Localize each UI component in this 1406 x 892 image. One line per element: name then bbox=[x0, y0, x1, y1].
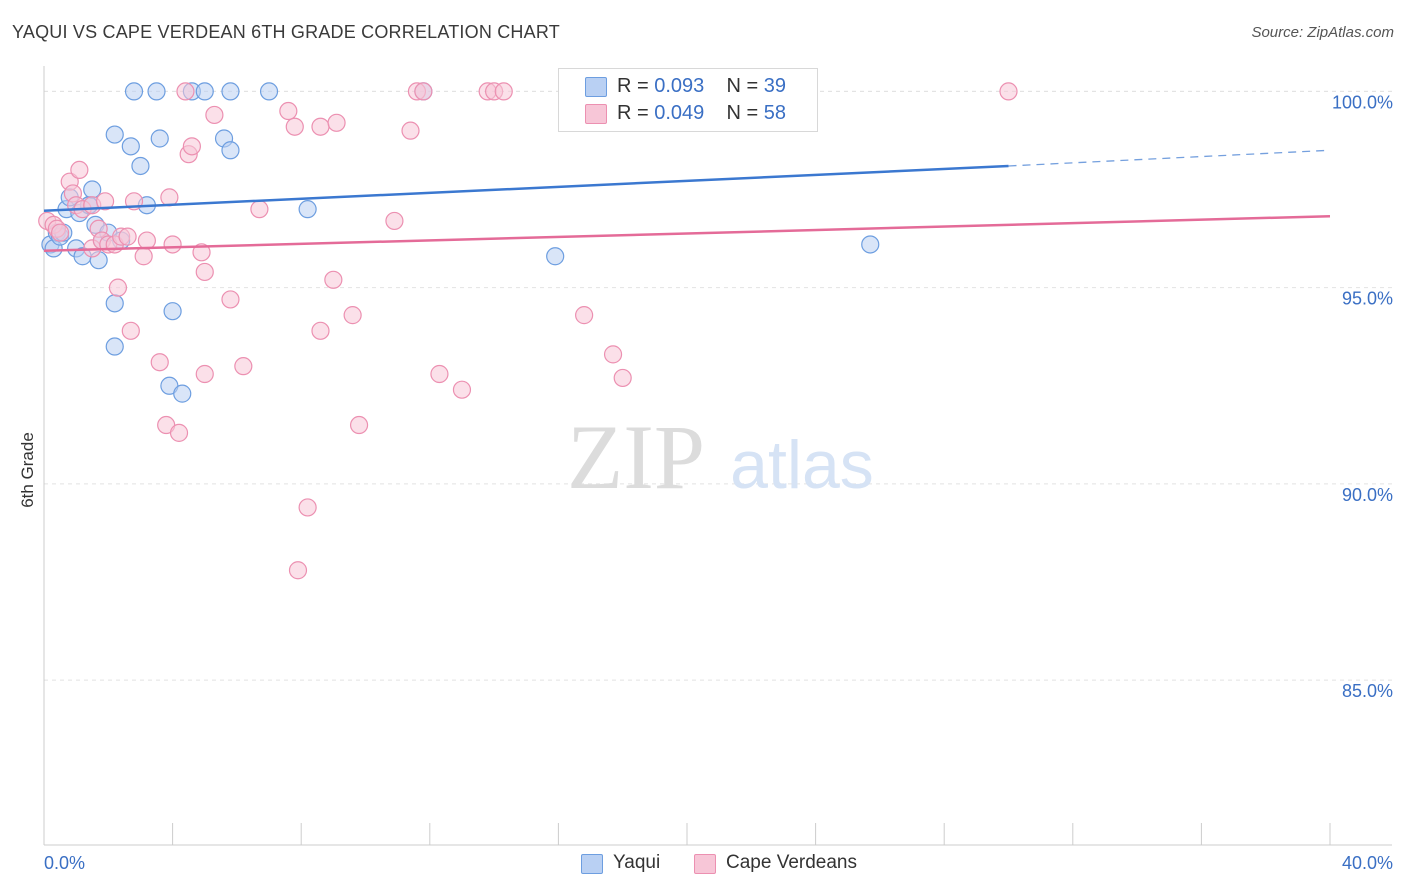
cape-verdean-point bbox=[234, 357, 253, 376]
cape-verdean-point bbox=[603, 345, 623, 364]
axes bbox=[43, 66, 1392, 846]
r-value: 0.093 bbox=[654, 75, 705, 97]
yaqui-point bbox=[105, 294, 124, 313]
cape-verdean-trend-line bbox=[43, 214, 1331, 253]
yaqui-point bbox=[147, 82, 166, 101]
y-axis-label: 6th Grade bbox=[18, 432, 37, 508]
cape-verdean-point bbox=[160, 188, 179, 207]
yaqui-point bbox=[221, 82, 240, 101]
cape-verdean-point bbox=[298, 498, 317, 517]
cape-verdean-point bbox=[430, 364, 449, 384]
cape-verdean-point bbox=[279, 101, 298, 121]
source-label: Source: ZipAtlas.com bbox=[1251, 24, 1394, 41]
cape-verdean-point bbox=[205, 105, 224, 125]
legend-label-cape-verdeans: Cape Verdeans bbox=[726, 852, 857, 873]
cape-verdean-point bbox=[192, 243, 211, 262]
cape-verdean-point bbox=[134, 247, 153, 266]
cape-verdean-point bbox=[452, 380, 472, 399]
cape-verdean-point bbox=[285, 117, 304, 136]
cape-verdean-point bbox=[385, 211, 404, 231]
y-tick-label: 90.0% bbox=[1342, 485, 1393, 505]
chart-title: YAQUI VS CAPE VERDEAN 6TH GRADE CORRELAT… bbox=[12, 22, 560, 42]
cape-verdean-point bbox=[150, 353, 169, 372]
cape-verdean-point bbox=[221, 290, 240, 309]
n-label: N = bbox=[726, 75, 764, 97]
yaqui-point bbox=[131, 156, 150, 176]
cape-verdean-point bbox=[195, 262, 214, 282]
n-value: 58 bbox=[763, 102, 787, 124]
legend-swatch-cape-verdeans bbox=[694, 854, 716, 874]
cape-verdean-point bbox=[182, 137, 201, 156]
cape-verdean-point bbox=[288, 561, 308, 580]
yaqui-point bbox=[298, 200, 317, 219]
cape-verdean-point bbox=[250, 200, 269, 219]
cape-verdean-point bbox=[401, 121, 420, 140]
cape-verdean-point bbox=[311, 117, 330, 136]
cape-verdean-point bbox=[575, 306, 594, 325]
cape-verdean-point bbox=[349, 415, 369, 435]
yaqui-point bbox=[173, 384, 192, 403]
cape-verdean-point bbox=[108, 278, 128, 297]
cape-verdean-point bbox=[70, 160, 89, 179]
stats-swatch-yaqui bbox=[585, 77, 607, 97]
x-tick-label: 0.0% bbox=[44, 853, 85, 873]
cape-verdean-point bbox=[324, 270, 343, 289]
r-value: 0.049 bbox=[654, 102, 705, 124]
yaqui-point bbox=[105, 125, 124, 144]
cape-verdean-point bbox=[176, 82, 195, 101]
r-label: R = bbox=[617, 75, 655, 97]
cape-verdean-point bbox=[327, 113, 346, 132]
watermark-atlas: atlas bbox=[730, 427, 874, 503]
yaqui-trend-extension bbox=[1008, 149, 1331, 167]
watermark-zip: ZIP bbox=[567, 406, 705, 508]
cape-verdean-point bbox=[163, 235, 182, 254]
trend-lines bbox=[43, 149, 1331, 253]
yaqui-point bbox=[163, 302, 182, 321]
tick-labels: 85.0% 90.0% 95.0% 100.0% 0.0% 40.0% bbox=[44, 92, 1393, 873]
y-tick-label: 100.0% bbox=[1332, 92, 1393, 112]
legend-label-yaqui: Yaqui bbox=[613, 852, 661, 873]
yaqui-point bbox=[121, 137, 140, 156]
cape-verdean-point bbox=[311, 321, 330, 340]
yaqui-point bbox=[259, 82, 279, 101]
legend: Yaqui Cape Verdeans bbox=[0, 852, 1406, 878]
yaqui-point bbox=[195, 82, 214, 101]
yaqui-point bbox=[861, 235, 880, 254]
cape-verdean-point bbox=[118, 227, 137, 246]
yaqui-point bbox=[546, 247, 565, 266]
yaqui-point bbox=[150, 129, 169, 148]
cape-verdean-point bbox=[137, 231, 156, 250]
cape-verdean-point bbox=[613, 368, 632, 388]
y-tick-label: 85.0% bbox=[1342, 681, 1393, 701]
stats-box: R = 0.093 N = 39 R = 0.049 N = 58 bbox=[558, 68, 818, 132]
x-tick-label: 40.0% bbox=[1342, 853, 1393, 873]
cape-verdean-point bbox=[343, 306, 362, 325]
yaqui-trend-line bbox=[43, 164, 1009, 212]
data-points bbox=[38, 82, 1018, 580]
cape-verdean-point bbox=[414, 82, 433, 101]
cape-verdean-point bbox=[195, 364, 214, 384]
n-value: 39 bbox=[763, 75, 787, 97]
n-label: N = bbox=[726, 102, 764, 124]
yaqui-point bbox=[124, 82, 144, 101]
yaqui-point bbox=[221, 141, 240, 160]
r-label: R = bbox=[617, 102, 655, 124]
cape-verdean-point bbox=[494, 82, 513, 101]
cape-verdean-point bbox=[169, 423, 189, 442]
yaqui-point bbox=[105, 337, 124, 356]
cape-verdean-point bbox=[50, 223, 70, 242]
watermark: ZIP atlas bbox=[567, 406, 874, 508]
cape-verdean-point bbox=[121, 321, 140, 340]
y-tick-label: 95.0% bbox=[1342, 289, 1393, 309]
cape-verdean-point bbox=[999, 82, 1018, 101]
cape-verdean-point bbox=[95, 192, 115, 211]
legend-swatch-yaqui bbox=[581, 854, 603, 874]
stats-swatch-cape-verdeans bbox=[585, 104, 607, 124]
